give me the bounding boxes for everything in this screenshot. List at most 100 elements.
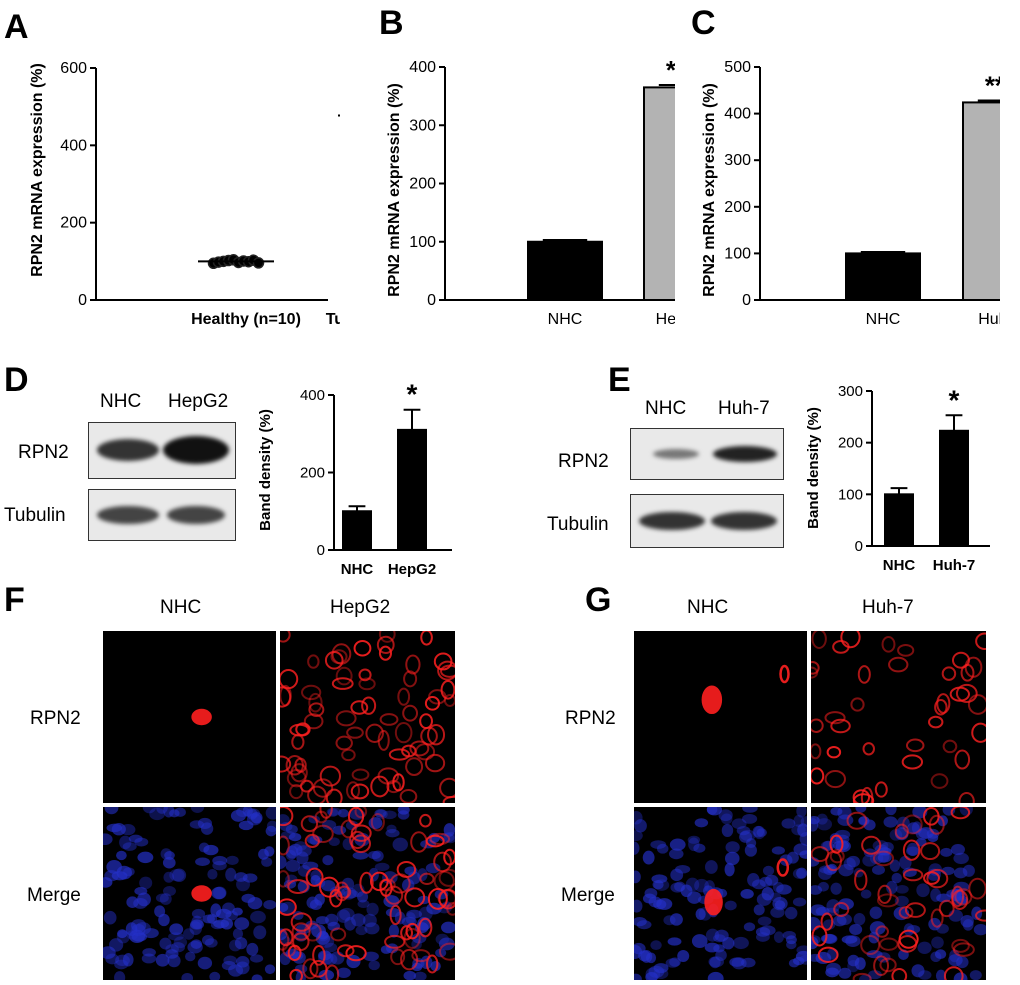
- stained-cell: [347, 807, 365, 826]
- chart-c-ytick-label-1: 100: [724, 245, 751, 262]
- stained-cell: [954, 888, 973, 906]
- nucleus: [785, 935, 797, 945]
- chart-d-significance: *: [407, 380, 418, 410]
- nucleus: [811, 885, 823, 895]
- stained-cell: [439, 942, 455, 961]
- stained-cell: [905, 738, 925, 753]
- nucleus: [895, 885, 909, 894]
- stained-cell: [361, 696, 377, 715]
- stained-cell: [350, 824, 372, 842]
- nucleus: [122, 953, 134, 967]
- stained-cell: [776, 858, 790, 877]
- stained-cell: [904, 902, 926, 918]
- nucleus: [228, 964, 244, 977]
- nucleus: [709, 956, 721, 969]
- nucleus: [927, 833, 939, 843]
- nucleus: [191, 908, 206, 919]
- nucleus: [724, 862, 735, 877]
- stained-cell: [329, 888, 343, 908]
- chart-c-ytick-label-0: 0: [742, 292, 751, 309]
- stained-cell: [287, 879, 309, 895]
- panel-letter-g: G: [585, 581, 612, 619]
- stained-cell: [438, 888, 455, 910]
- nucleus: [916, 883, 930, 898]
- stained-cell: [292, 932, 310, 951]
- nucleus: [917, 941, 932, 954]
- chart-e: 0 100 200 300 Band density (%) NHC Huh-7 *: [805, 383, 990, 574]
- micro-f-hepg2-rpn2: [280, 631, 455, 803]
- nucleus: [169, 868, 185, 882]
- stained-cell: [379, 713, 399, 726]
- blot-e-rpn2-band-nhc: [653, 449, 699, 459]
- stained-cell: [302, 958, 319, 980]
- nucleus: [141, 953, 157, 964]
- micro-g-row-merge: Merge: [561, 885, 615, 906]
- nucleus: [753, 904, 765, 916]
- chart-e-ytick-label-0: 0: [855, 538, 863, 555]
- nucleus: [931, 936, 944, 949]
- nucleus: [190, 807, 205, 813]
- stained-cell: [191, 708, 212, 726]
- nucleus: [705, 928, 720, 942]
- nucleus: [406, 909, 423, 919]
- stained-cell: [888, 656, 909, 673]
- stained-cell: [442, 795, 455, 803]
- nucleus: [202, 914, 215, 924]
- panel-letter-d: D: [4, 361, 29, 399]
- nucleus: [706, 807, 723, 816]
- stained-cell: [359, 871, 374, 894]
- micro-g-huh7-rpn2: [811, 631, 986, 803]
- stained-cell: [846, 811, 868, 830]
- stained-cell: [399, 788, 418, 803]
- stained-cell: [938, 899, 955, 918]
- nucleus: [973, 924, 986, 936]
- stained-cell: [704, 888, 723, 916]
- blot-d-row-rpn2: RPN2: [18, 442, 69, 463]
- chart-c-ytick-label-2: 200: [724, 199, 751, 216]
- chart-e-bar-0: [884, 493, 914, 548]
- panel-letter-e: E: [608, 361, 631, 399]
- stained-cell: [942, 739, 958, 754]
- stained-cell: [943, 966, 964, 980]
- nucleus: [242, 873, 258, 883]
- nucleus: [321, 820, 337, 830]
- nucleus: [225, 910, 238, 921]
- nucleus: [935, 969, 947, 980]
- nucleus: [253, 925, 267, 940]
- nucleus: [907, 822, 920, 835]
- nucleus: [200, 822, 214, 835]
- nucleus: [368, 850, 381, 860]
- stained-cell: [852, 793, 875, 803]
- stained-cell: [857, 665, 871, 684]
- stained-cell: [335, 666, 353, 686]
- nucleus: [116, 865, 132, 880]
- stained-cell: [280, 835, 290, 856]
- nucleus: [742, 807, 758, 813]
- nucleus: [759, 876, 773, 888]
- nucleus: [324, 942, 338, 953]
- nucleus: [781, 818, 796, 829]
- stained-cell: [351, 768, 370, 781]
- nucleus: [385, 829, 400, 838]
- stained-cell: [191, 885, 212, 902]
- nucleus: [816, 818, 833, 831]
- nucleus: [225, 867, 237, 882]
- mF2-image: [280, 631, 455, 803]
- stained-cell: [350, 834, 372, 854]
- stained-cell: [829, 849, 845, 864]
- nucleus: [265, 825, 276, 837]
- stained-cell: [300, 815, 319, 833]
- nucleus: [713, 944, 725, 953]
- nucleus: [332, 825, 347, 835]
- panel-letter-c: C: [691, 4, 716, 42]
- mF1-image: [191, 708, 212, 726]
- stained-cell: [402, 704, 419, 722]
- nucleus: [838, 967, 852, 979]
- nucleus: [930, 951, 942, 963]
- nucleus: [366, 902, 379, 916]
- nucleus: [285, 824, 298, 835]
- stained-cell: [377, 729, 390, 751]
- stained-cell: [307, 654, 320, 669]
- nucleus: [215, 908, 232, 919]
- blot-d-rpn2-band-hepg2: [163, 436, 229, 464]
